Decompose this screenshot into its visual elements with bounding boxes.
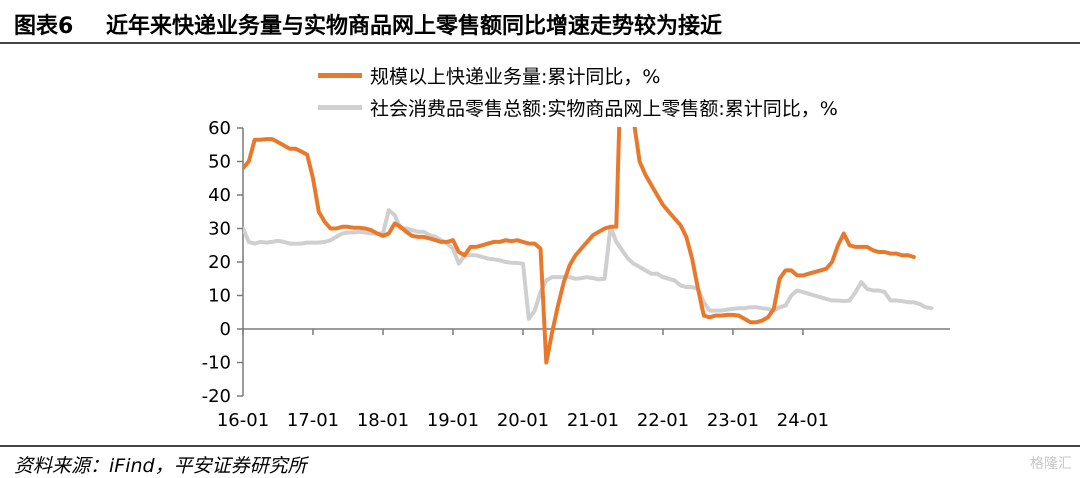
series-line-2 <box>243 208 934 321</box>
y-tick-label: 40 <box>208 185 231 206</box>
y-tick-label: -10 <box>202 353 231 374</box>
figure-footer: 资料来源：iFind，平安证券研究所 格隆汇 <box>0 445 1080 477</box>
x-tick-label: 24-01 <box>777 410 829 431</box>
x-tick-label: 20-01 <box>497 410 549 431</box>
figure-label: 图表6 <box>14 14 74 39</box>
x-tick-label: 18-01 <box>357 410 409 431</box>
x-tick-label: 22-01 <box>637 410 689 431</box>
y-tick-label: -20 <box>202 386 231 407</box>
legend-label-series2: 社会消费品零售总额:实物商品网上零售额:累计同比，% <box>370 98 838 120</box>
x-tick-label: 17-01 <box>287 410 339 431</box>
x-tick-label: 21-01 <box>567 410 619 431</box>
y-tick-label: 30 <box>208 219 231 240</box>
y-tick-label: 60 <box>208 118 231 139</box>
y-tick-label: 0 <box>220 319 231 340</box>
watermark: 格隆汇 <box>1030 456 1072 472</box>
legend-label-series1: 规模以上快递业务量:累计同比，% <box>370 66 661 88</box>
y-tick-label: 10 <box>208 286 231 307</box>
legend-swatch-series2 <box>318 105 362 110</box>
source-note: 资料来源：iFind，平安证券研究所 <box>14 455 307 477</box>
figure-title: 近年来快递业务量与实物商品网上零售额同比增速走势较为接近 <box>106 14 723 39</box>
series-line-1 <box>243 127 916 365</box>
y-tick-label: 20 <box>208 252 231 273</box>
x-tick-label: 23-01 <box>707 410 759 431</box>
x-tick-label: 16-01 <box>217 410 269 431</box>
x-tick-label: 19-01 <box>427 410 479 431</box>
legend-swatch-series1 <box>318 73 362 78</box>
y-tick-label: 50 <box>208 152 231 173</box>
figure-header: 图表6 近年来快递业务量与实物商品网上零售额同比增速走势较为接近 <box>0 0 1080 44</box>
